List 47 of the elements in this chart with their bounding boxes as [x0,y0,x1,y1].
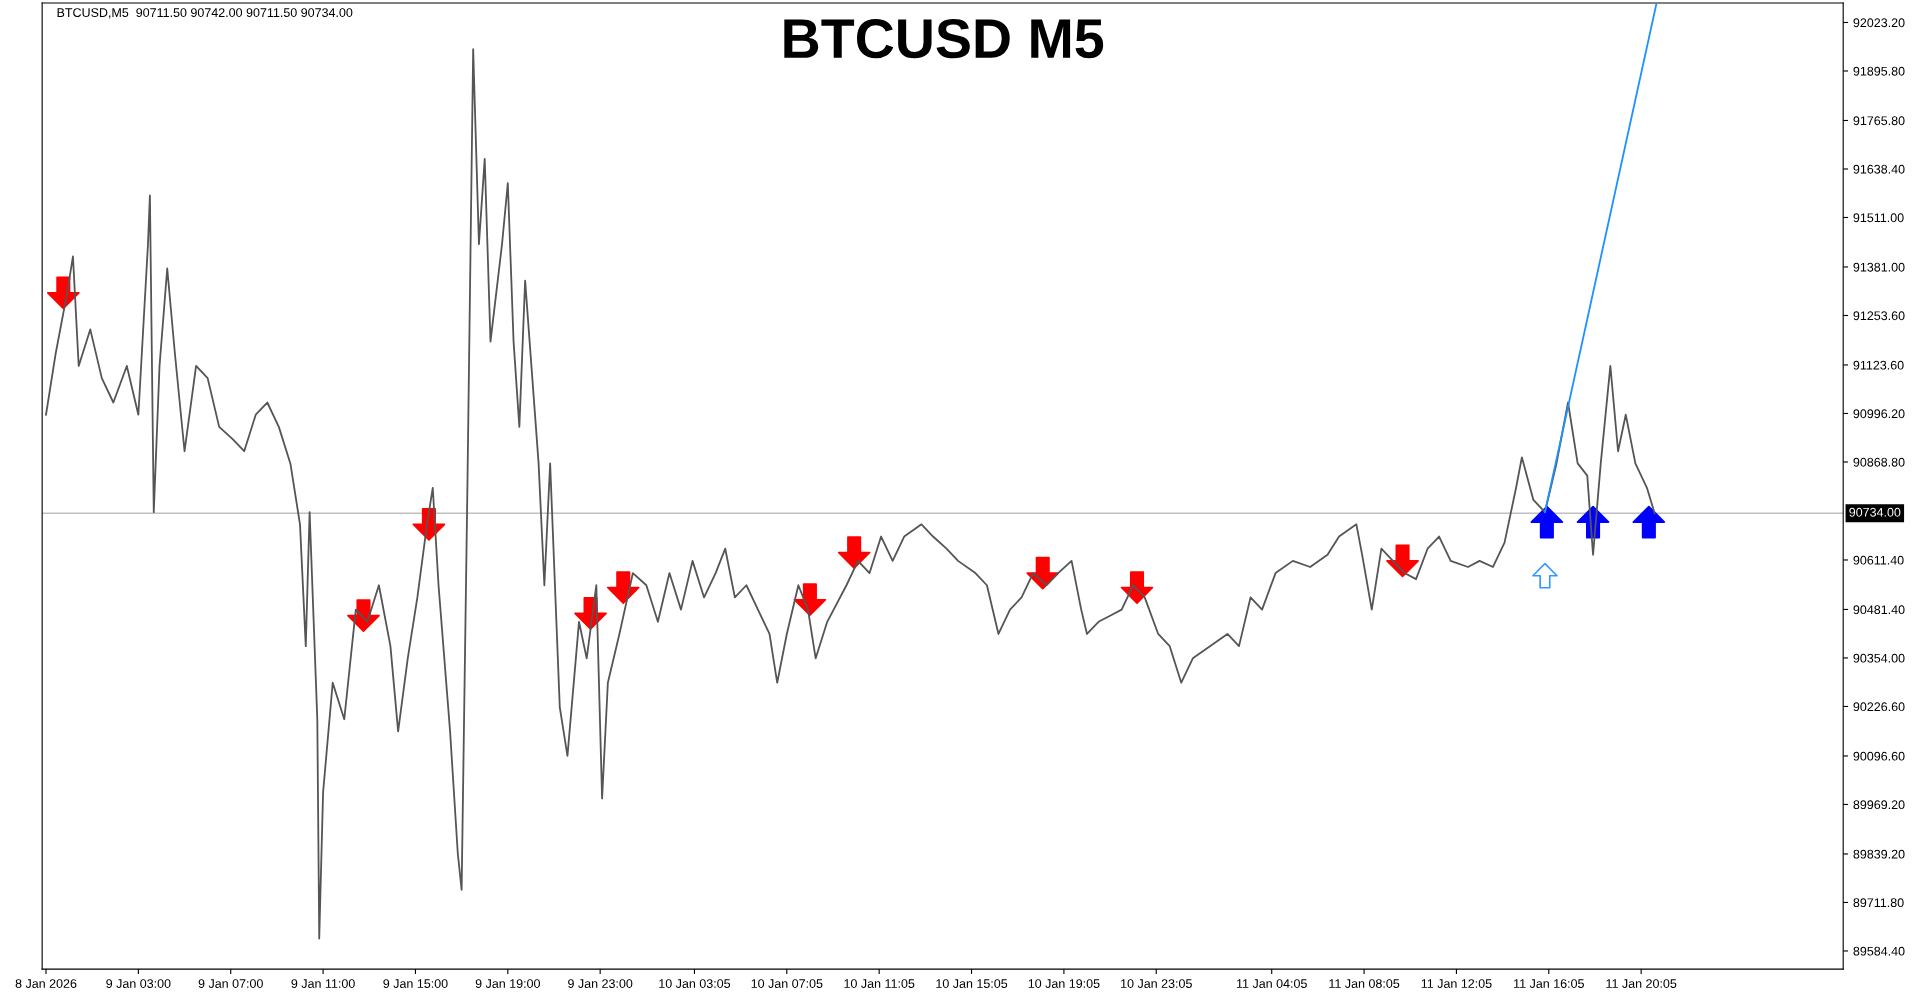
y-tick-label: 90868.80 [1853,457,1905,467]
point [1532,562,1558,589]
x-tick-label: 9 Jan 23:00 [568,979,633,988]
point [606,571,640,604]
x-tick-label: 10 Jan 19:05 [1028,979,1100,988]
y-tick-label: 91511.00 [1853,213,1904,223]
x-tick-label: 9 Jan 11:00 [291,979,355,988]
x-tick-label: 10 Jan 03:05 [659,979,731,988]
annotation: BTCUSD,M5 90711.50 90742.00 90711.50 90734.00 [57,8,353,19]
y-tick-label: 90611.40 [1853,555,1904,565]
point [793,583,827,617]
y-tick-label: 89839.20 [1853,849,1905,859]
x-tick-label: 11 Jan 08:05 [1329,979,1400,988]
x-tick-label: 10 Jan 15:05 [936,979,1008,988]
y-tick-label: 91895.80 [1853,66,1905,76]
chart-title: BTCUSD M5 [784,18,1104,59]
y-tick-label: 90226.60 [1853,702,1905,712]
y-tick-label: 90996.20 [1853,409,1905,419]
y-tick-label: 90481.40 [1853,605,1905,615]
point [837,536,871,569]
y-tick-label: 90354.00 [1853,653,1905,663]
x-tick-label: 11 Jan 04:05 [1236,979,1307,988]
x-tick-label: 10 Jan 11:05 [844,979,915,988]
x-tick-label: 11 Jan 20:05 [1606,979,1677,988]
x-tick-label: 11 Jan 12:05 [1421,979,1492,988]
x-tick-label: 9 Jan 07:00 [198,979,263,988]
point [1386,544,1419,578]
y-tick-label: 91765.80 [1853,116,1905,126]
y-tick-label: 91638.40 [1853,164,1905,174]
point [1632,505,1666,539]
ref-line-label: 90734.00 [1849,507,1901,517]
y-tick-label: 89584.40 [1853,946,1905,956]
x-tick-label: 10 Jan 07:05 [751,979,823,988]
y-tick-label: 92023.20 [1853,18,1905,28]
y-tick-label: 91381.00 [1853,262,1905,272]
point [1530,505,1564,539]
y-tick-label: 90096.60 [1853,751,1905,761]
y-tick-label: 91253.60 [1853,311,1905,321]
x-tick-label: 8 Jan 2026 [15,979,77,988]
x-tick-label: 10 Jan 23:05 [1121,979,1192,988]
y-tick-label: 89969.20 [1853,800,1905,810]
x-tick-label: 9 Jan 15:00 [383,979,448,988]
x-tick-label: 11 Jan 16:05 [1514,979,1584,988]
x-tick-label: 9 Jan 03:00 [106,979,171,988]
y-tick-label: 89711.80 [1853,898,1904,908]
y-tick-label: 91123.60 [1853,360,1904,370]
x-tick-label: 9 Jan 19:00 [475,979,540,988]
